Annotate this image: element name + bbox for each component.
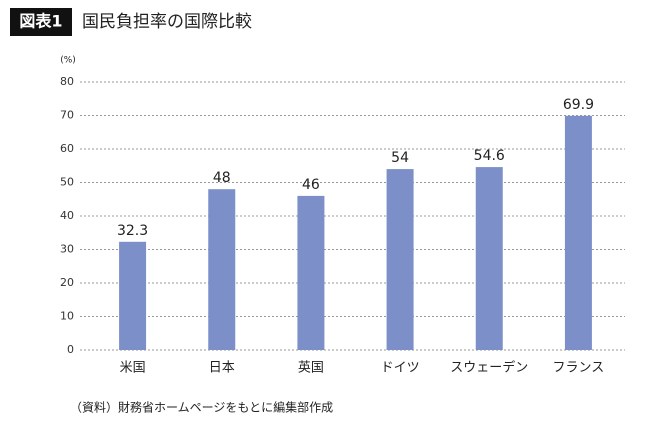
y-tick-label: 80 — [60, 75, 74, 88]
y-tick-label: 0 — [67, 343, 74, 356]
y-tick-label: 50 — [60, 176, 74, 189]
x-tick-label: スウェーデン — [450, 360, 528, 376]
figure-label: 図表1 — [19, 12, 62, 31]
bar — [475, 167, 503, 350]
value-label: 54.6 — [474, 148, 505, 164]
label-box — [10, 8, 72, 36]
y-tick-label: 40 — [60, 209, 74, 222]
y-unit: (%) — [60, 56, 76, 66]
source-note: （資料）財務省ホームページをもとに編集部作成 — [70, 400, 333, 415]
value-label: 46 — [302, 177, 320, 193]
bar — [386, 169, 414, 350]
chart-title: 国民負担率の国際比較 — [82, 12, 252, 32]
x-tick-label: 英国 — [298, 361, 324, 376]
value-label: 54 — [391, 150, 409, 166]
y-tick-label: 10 — [60, 310, 74, 323]
value-label: 32.3 — [117, 223, 148, 239]
y-tick-label: 70 — [60, 109, 74, 122]
bar — [564, 115, 592, 351]
bar — [119, 241, 147, 350]
bar — [297, 195, 325, 350]
x-tick-label: 日本 — [209, 361, 235, 376]
x-tick-label: 米国 — [120, 361, 146, 376]
x-tick-label: ドイツ — [381, 361, 420, 376]
value-label: 48 — [213, 170, 231, 186]
y-tick-label: 20 — [60, 276, 74, 289]
bar — [208, 189, 236, 350]
y-tick-label: 60 — [60, 142, 74, 155]
y-tick-label: 30 — [60, 243, 74, 256]
value-label: 69.9 — [563, 97, 594, 113]
x-tick-label: フランス — [553, 361, 605, 376]
